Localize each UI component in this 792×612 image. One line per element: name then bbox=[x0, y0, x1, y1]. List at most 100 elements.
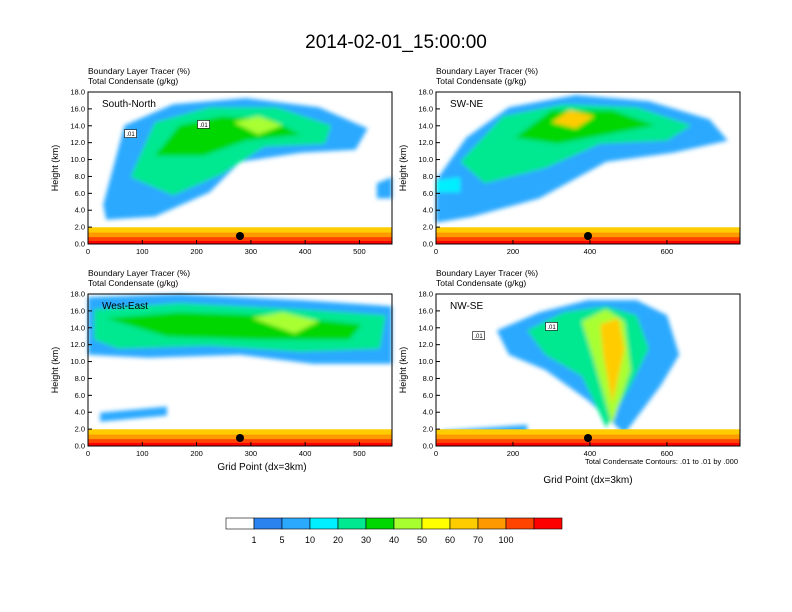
y-tick-label: 18.0 bbox=[418, 88, 433, 97]
colorbar-label: 5 bbox=[279, 535, 284, 545]
tracer-field bbox=[436, 95, 728, 223]
colorbar-swatch bbox=[365, 517, 395, 530]
colorbar-swatch bbox=[225, 517, 255, 530]
contour-label-box bbox=[545, 322, 558, 331]
contour-label: .01 bbox=[547, 325, 556, 331]
field-region bbox=[600, 318, 625, 404]
colorbar-label: 30 bbox=[361, 535, 371, 545]
y-tick-label: 14.0 bbox=[70, 323, 85, 332]
boundary-layer-band bbox=[88, 442, 392, 446]
colorbar-label: 50 bbox=[417, 535, 427, 545]
y-tick-label: 12.0 bbox=[70, 340, 85, 349]
field-region bbox=[376, 177, 392, 199]
y-tick-label: 10.0 bbox=[70, 155, 85, 164]
x-tick-label: 400 bbox=[584, 449, 597, 458]
colorbar-label: 20 bbox=[333, 535, 343, 545]
plot-frame bbox=[87, 91, 393, 245]
panel-header-condensate: Total Condensate (g/kg) bbox=[436, 278, 526, 288]
x-tick-label: 0 bbox=[434, 247, 438, 256]
x-tick-label: 500 bbox=[353, 449, 366, 458]
location-marker bbox=[584, 434, 592, 442]
y-tick-label: 6.0 bbox=[75, 391, 85, 400]
x-tick-label: 0 bbox=[86, 449, 90, 458]
colorbar-swatch bbox=[533, 517, 563, 530]
boundary-layer-band bbox=[436, 237, 740, 244]
x-tick-label: 0 bbox=[86, 247, 90, 256]
colorbar-label: 100 bbox=[498, 535, 513, 545]
x-tick-label: 200 bbox=[507, 449, 520, 458]
x-tick-label: 300 bbox=[245, 449, 258, 458]
y-axis-label: Height (km) bbox=[398, 145, 408, 192]
colorbar-swatch bbox=[421, 517, 451, 530]
y-tick-label: 14.0 bbox=[418, 323, 433, 332]
panel-header-tracer: Boundary Layer Tracer (%) bbox=[88, 268, 190, 278]
tracer-field bbox=[88, 294, 392, 422]
field-region bbox=[436, 177, 461, 193]
y-tick-label: 2.0 bbox=[75, 223, 85, 232]
contour-label: .01 bbox=[126, 132, 135, 138]
panel-label: NW-SE bbox=[450, 301, 483, 312]
colorbar-swatch bbox=[393, 517, 423, 530]
y-tick-label: 4.0 bbox=[423, 408, 433, 417]
field-region bbox=[252, 312, 319, 334]
contour-note: Total Condensate Contours: .01 to .01 by… bbox=[585, 457, 738, 466]
colorbar-swatch bbox=[337, 517, 367, 530]
location-marker bbox=[236, 434, 244, 442]
y-tick-label: 12.0 bbox=[418, 138, 433, 147]
boundary-layer-band bbox=[436, 442, 740, 446]
y-tick-label: 0.0 bbox=[75, 442, 85, 451]
boundary-layer-band bbox=[436, 439, 740, 446]
y-tick-label: 14.0 bbox=[418, 121, 433, 130]
panel-header-tracer: Boundary Layer Tracer (%) bbox=[436, 268, 538, 278]
panel-nw-se: 0.0 2.0 4.0 6.0 8.0 10.0 12.0 14.0 16.0 18.0 0 200 4… bbox=[398, 268, 741, 458]
tracer-field bbox=[103, 98, 392, 220]
boundary-layer-band bbox=[88, 439, 392, 446]
x-tick-label: 400 bbox=[299, 449, 312, 458]
field-region bbox=[233, 116, 283, 135]
colorbar-label: 60 bbox=[445, 535, 455, 545]
colorbar-label: 10 bbox=[305, 535, 315, 545]
y-tick-label: 6.0 bbox=[423, 189, 433, 198]
x-tick-label: 600 bbox=[661, 247, 674, 256]
y-tick-label: 4.0 bbox=[75, 206, 85, 215]
y-tick-label: 8.0 bbox=[75, 172, 85, 181]
y-tick-label: 8.0 bbox=[75, 374, 85, 383]
x-tick-label: 300 bbox=[245, 247, 258, 256]
panel-header-tracer: Boundary Layer Tracer (%) bbox=[436, 66, 538, 76]
y-tick-label: 4.0 bbox=[75, 408, 85, 417]
figure-title: 2014-02-01_15:00:00 bbox=[305, 32, 487, 53]
plot-frame bbox=[87, 293, 393, 447]
x-axis-label-left: Grid Point (dx=3km) bbox=[217, 462, 306, 473]
colorbar-swatch bbox=[505, 517, 535, 530]
y-tick-label: 16.0 bbox=[418, 104, 433, 113]
y-tick-label: 18.0 bbox=[70, 88, 85, 97]
x-tick-label: 400 bbox=[584, 247, 597, 256]
x-tick-label: 500 bbox=[353, 247, 366, 256]
y-tick-label: 8.0 bbox=[423, 374, 433, 383]
panel-west-east: 0.0 2.0 4.0 6.0 8.0 10.0 12.0 14.0 16.0 18.0 0 100 2… bbox=[50, 268, 393, 458]
panel-header-condensate: Total Condensate (g/kg) bbox=[88, 76, 178, 86]
x-tick-label: 100 bbox=[136, 247, 149, 256]
y-tick-label: 6.0 bbox=[75, 189, 85, 198]
y-tick-label: 2.0 bbox=[75, 425, 85, 434]
location-marker bbox=[236, 232, 244, 240]
contour-label: .01 bbox=[474, 334, 483, 340]
boundary-layer-band bbox=[88, 240, 392, 244]
y-tick-label: 0.0 bbox=[75, 240, 85, 249]
y-tick-label: 10.0 bbox=[418, 357, 433, 366]
y-tick-label: 10.0 bbox=[418, 155, 433, 164]
y-tick-label: 16.0 bbox=[70, 306, 85, 315]
colorbar-swatch bbox=[253, 517, 283, 530]
colorbar: 1 5 10 20 30 40 50 60 70 100 bbox=[225, 517, 563, 545]
x-tick-label: 200 bbox=[190, 247, 203, 256]
panel-header-condensate: Total Condensate (g/kg) bbox=[88, 278, 178, 288]
y-tick-label: 16.0 bbox=[70, 104, 85, 113]
contour-label: .01 bbox=[199, 123, 208, 129]
y-tick-label: 12.0 bbox=[418, 340, 433, 349]
x-axis-label-right: Grid Point (dx=3km) bbox=[543, 475, 632, 486]
x-tick-label: 100 bbox=[136, 449, 149, 458]
panel-header-condensate: Total Condensate (g/kg) bbox=[436, 76, 526, 86]
plot-frame bbox=[435, 91, 741, 245]
colorbar-swatch bbox=[477, 517, 507, 530]
